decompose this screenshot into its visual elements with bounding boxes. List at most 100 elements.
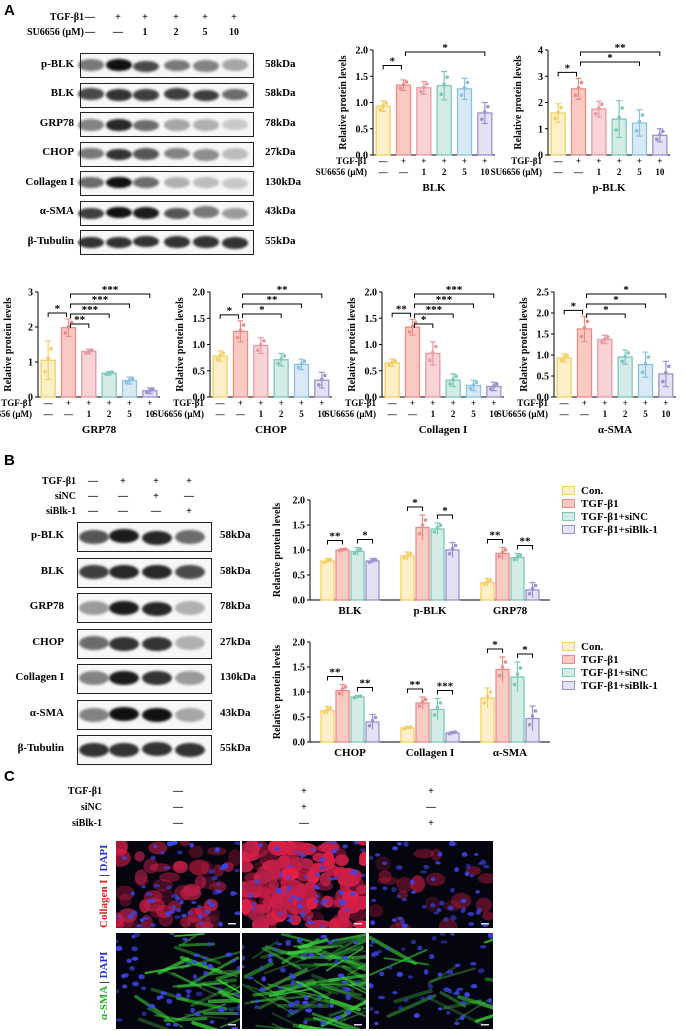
fiber-signal bbox=[223, 985, 240, 995]
data-point bbox=[579, 80, 584, 85]
kda-label: 58kDa bbox=[265, 57, 296, 70]
x-row1-cell: + bbox=[401, 156, 406, 166]
signif-bracket bbox=[580, 51, 661, 56]
data-point bbox=[328, 557, 333, 562]
data-point bbox=[340, 547, 345, 552]
fiber-signal bbox=[157, 957, 190, 975]
blot-image bbox=[77, 699, 212, 730]
legend-label: TGF-β1+siNC bbox=[581, 666, 649, 679]
nucleus bbox=[225, 952, 233, 957]
x-row2-cell: — bbox=[579, 409, 590, 419]
nucleus bbox=[449, 841, 455, 847]
nucleus bbox=[160, 991, 168, 996]
data-point bbox=[553, 116, 557, 121]
data-point bbox=[405, 553, 410, 557]
data-point bbox=[401, 82, 406, 87]
signif-label: * bbox=[571, 300, 577, 312]
cell-signal bbox=[301, 858, 314, 870]
nucleus bbox=[259, 965, 264, 971]
fiber-signal bbox=[172, 982, 229, 988]
y-tick-label: 1 bbox=[538, 124, 543, 135]
header-cell: + bbox=[173, 12, 179, 23]
x-row1-cell: — bbox=[378, 156, 389, 166]
cell-signal bbox=[139, 921, 155, 928]
nucleus bbox=[202, 956, 208, 960]
header-cell: + bbox=[428, 818, 434, 829]
nucleus bbox=[234, 992, 240, 997]
nucleus bbox=[446, 969, 454, 975]
data-point bbox=[337, 548, 342, 553]
legend-item: TGF-β1+siBlk-1 bbox=[562, 679, 658, 692]
band bbox=[79, 707, 109, 722]
band bbox=[78, 59, 104, 71]
blot-image bbox=[77, 557, 212, 588]
data-point bbox=[340, 687, 345, 692]
nucleus bbox=[132, 981, 139, 987]
nucleus bbox=[142, 916, 150, 920]
cell-signal bbox=[248, 910, 266, 922]
bar bbox=[556, 357, 572, 398]
header-cell: + bbox=[428, 786, 434, 797]
nucleus bbox=[299, 853, 307, 858]
nucleus bbox=[279, 872, 284, 878]
scale-bar bbox=[354, 923, 362, 925]
band bbox=[164, 236, 190, 248]
data-point bbox=[606, 335, 610, 339]
nucleus bbox=[190, 1007, 196, 1013]
band bbox=[142, 671, 172, 686]
signif-bracket bbox=[327, 676, 343, 681]
nucleus bbox=[247, 976, 254, 980]
tgf-row-label: TGF-β1 bbox=[49, 12, 84, 23]
x-row2-cell: 1 bbox=[87, 409, 92, 419]
bar bbox=[375, 105, 391, 156]
legend-label: TGF-β1+siBlk-1 bbox=[581, 523, 658, 536]
band bbox=[193, 149, 219, 161]
nucleus bbox=[330, 841, 337, 845]
cell-signal bbox=[180, 916, 192, 928]
nucleus bbox=[215, 889, 223, 894]
nucleus bbox=[217, 987, 223, 991]
fiber-signal bbox=[184, 1013, 228, 1020]
fiber-signal bbox=[342, 958, 366, 969]
data-point bbox=[343, 685, 348, 689]
nucleus bbox=[398, 1006, 404, 1010]
nucleus bbox=[320, 924, 325, 928]
nucleus bbox=[469, 874, 475, 878]
data-point bbox=[454, 374, 458, 379]
band bbox=[222, 148, 248, 160]
nucleus bbox=[370, 940, 376, 944]
data-point bbox=[664, 370, 668, 375]
signif-label: * bbox=[603, 304, 609, 316]
x-row2-cell: — bbox=[378, 167, 389, 177]
kda-label: 78kDa bbox=[220, 600, 251, 612]
legend-item: Con. bbox=[562, 640, 658, 653]
data-point bbox=[485, 579, 490, 584]
cell-signal bbox=[200, 876, 216, 889]
nucleus bbox=[354, 981, 362, 985]
data-point bbox=[465, 80, 470, 85]
band bbox=[106, 236, 132, 249]
data-point bbox=[512, 682, 517, 687]
panel-a-label: A bbox=[4, 2, 15, 19]
data-point bbox=[423, 697, 428, 702]
data-point bbox=[597, 106, 601, 111]
x-row1-cell: + bbox=[663, 398, 668, 408]
data-point bbox=[410, 324, 415, 329]
legend-swatch bbox=[562, 525, 575, 534]
fiber-signal bbox=[322, 950, 366, 972]
nucleus bbox=[461, 852, 468, 857]
data-point bbox=[450, 730, 455, 735]
nucleus bbox=[230, 890, 236, 897]
data-point bbox=[661, 379, 665, 384]
error-bar bbox=[45, 340, 52, 381]
data-point bbox=[556, 110, 560, 114]
data-point bbox=[600, 340, 604, 344]
data-point bbox=[468, 386, 473, 391]
nucleus bbox=[236, 965, 240, 971]
fiber-signal bbox=[190, 984, 236, 1008]
fiber-signal bbox=[328, 1001, 366, 1017]
data-point bbox=[151, 387, 155, 391]
if-row1-label: Collagen I | DAPI bbox=[98, 844, 110, 928]
x-row2-cell: — bbox=[215, 409, 226, 419]
